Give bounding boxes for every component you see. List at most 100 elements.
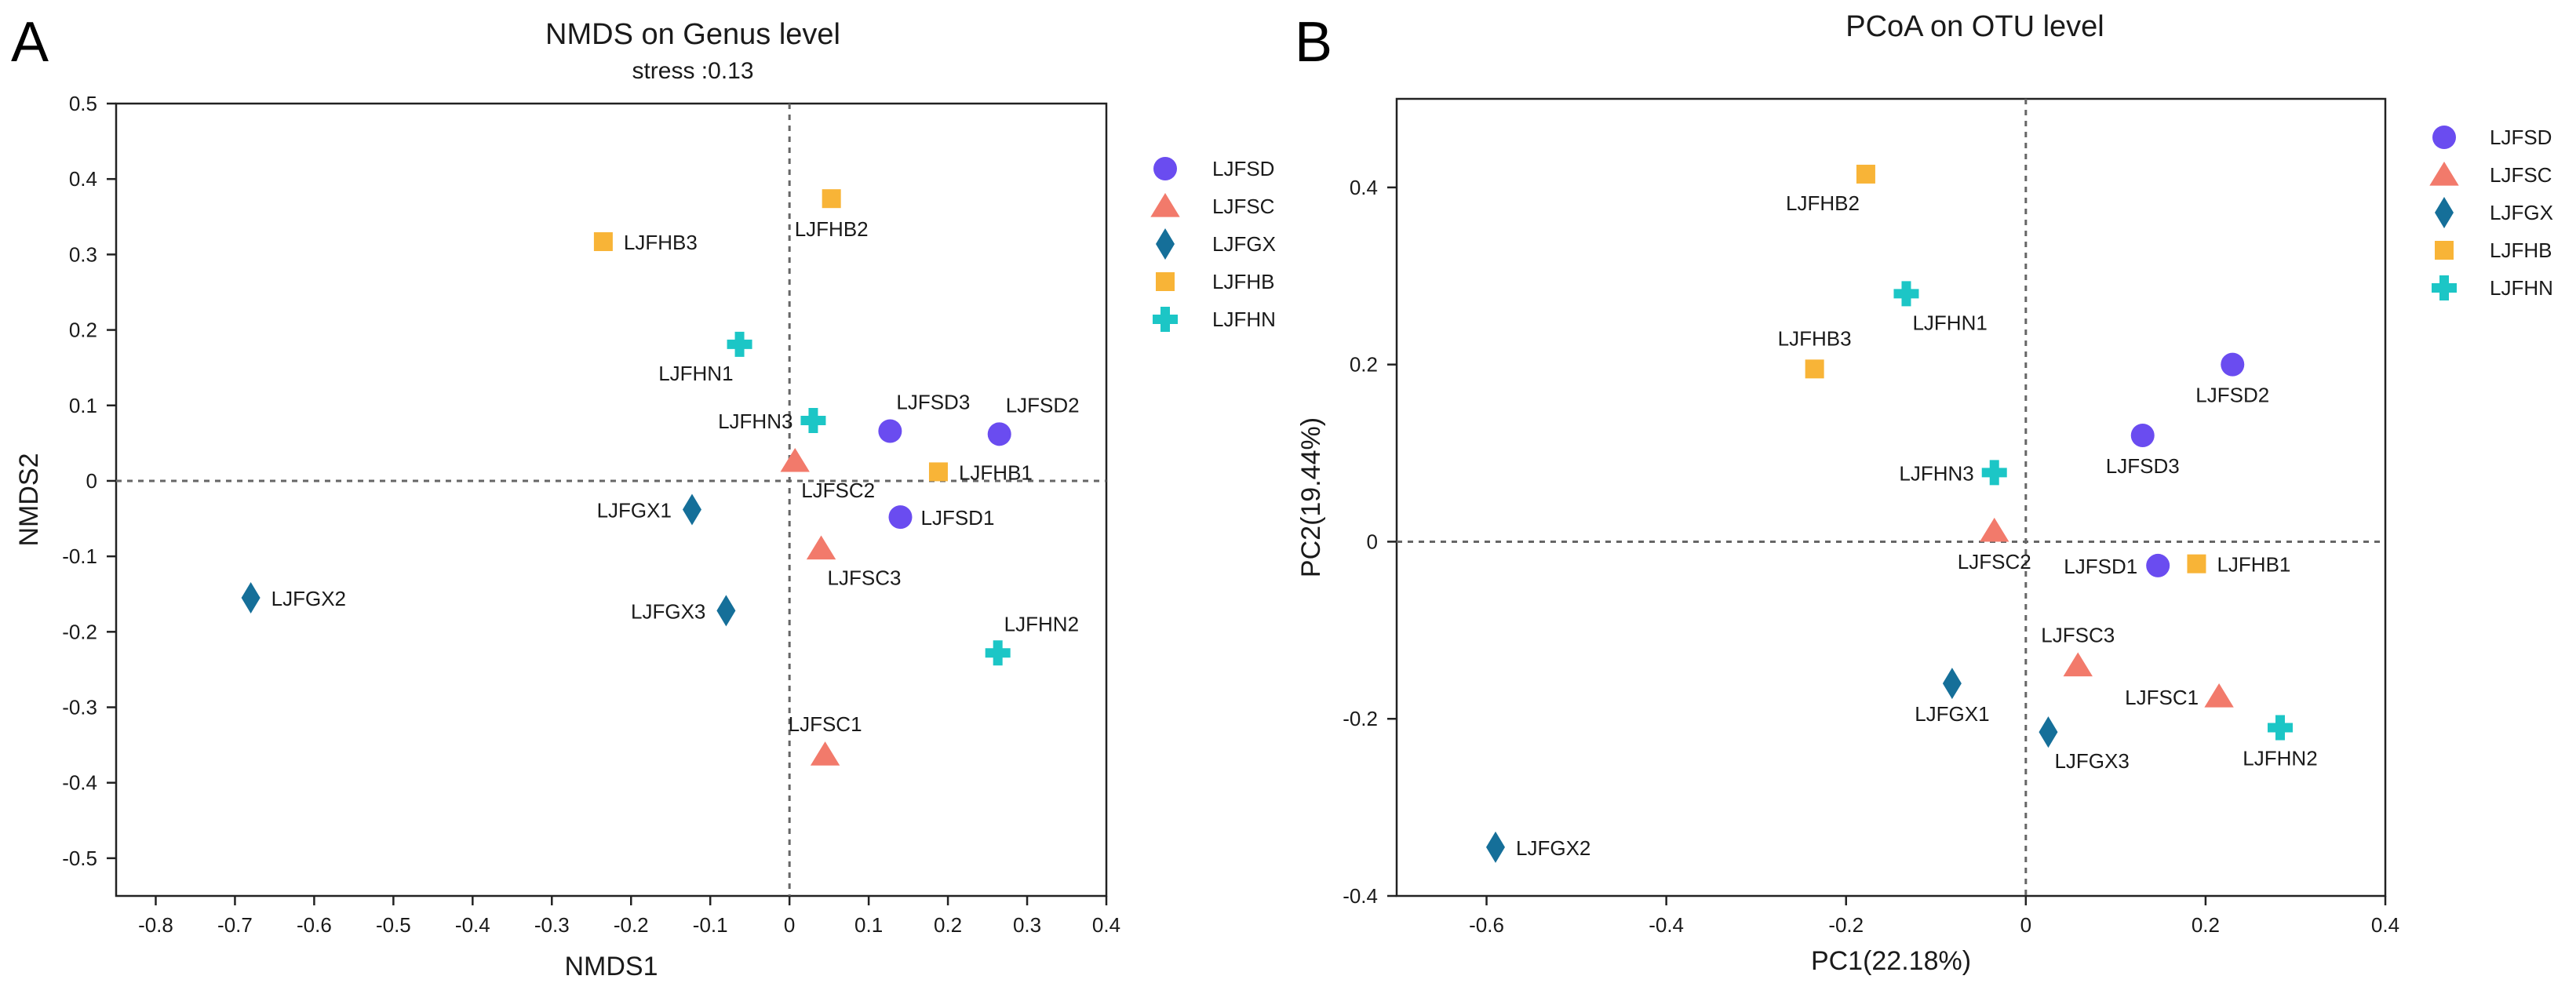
legend-marker-ljfhb	[1156, 272, 1175, 291]
point-ljfgx2	[1486, 831, 1505, 863]
point-ljfgx2	[241, 582, 261, 614]
y-tick-label: -0.2	[62, 620, 97, 643]
legend-label-ljfsd: LJFSD	[2490, 126, 2552, 149]
point-label-ljfhb3: LJFHB3	[1778, 326, 1852, 350]
point-ljfsc1	[810, 741, 840, 766]
point-label-ljfhn2: LJFHN2	[2243, 747, 2317, 770]
point-label-ljfgx1: LJFGX1	[1915, 702, 1989, 726]
panel-a-plot: -0.8 -0.7 -0.6 -0.5 -0.4 -0.3 -0.2 -0.1 0 0.1 0.2 0…	[14, 92, 1120, 981]
panel-b-legend: LJFSD LJFSC LJFGX LJFHB LJFHN	[2429, 126, 2553, 300]
y-tick-label: 0	[1367, 530, 1378, 553]
point-ljfhb1	[2187, 554, 2206, 573]
legend-label-ljfsc: LJFSC	[2490, 163, 2552, 187]
point-label-ljfsc3: LJFSC3	[828, 566, 902, 590]
point-label-ljfsd1: LJFSD1	[2064, 555, 2137, 578]
point-label-ljfsc2: LJFSC2	[801, 479, 875, 502]
point-label-ljfgx3: LJFGX3	[631, 599, 705, 623]
point-label-ljfsc2: LJFSC2	[1958, 550, 2031, 573]
point-ljfsc3	[806, 535, 836, 560]
point-ljfgx1	[682, 493, 701, 526]
point-ljfsc2	[1980, 517, 2009, 542]
panel-a-title: NMDS on Genus level	[545, 18, 840, 51]
y-tick-label: -0.4	[62, 771, 97, 795]
panel-b-plot: -0.6 -0.4 -0.2 0 0.2 0.4 -0.4 -0.2 0 0.2 0.4 PC1(22…	[1296, 97, 2399, 976]
legend-label-ljfhn: LJFHN	[2490, 276, 2553, 300]
x-axis-label: NMDS1	[564, 952, 658, 981]
point-ljfhn1	[727, 331, 752, 357]
plot-frame	[1395, 97, 2387, 898]
point-ljfhb1	[928, 462, 948, 482]
x-tick-label: -0.8	[138, 913, 173, 937]
x-tick-label: -0.4	[1649, 913, 1684, 937]
point-ljfsd3	[2130, 423, 2155, 447]
x-tick-label: 0.2	[934, 913, 962, 937]
point-label-ljfsc3: LJFSC3	[2041, 623, 2115, 646]
panel-b-title: PCoA on OTU level	[1845, 10, 2104, 43]
legend-marker-ljfsc	[1150, 193, 1180, 217]
point-label-ljfhb2: LJFHB2	[795, 217, 869, 241]
point-ljfsc3	[2063, 652, 2093, 677]
point-ljfhb2	[1856, 164, 1875, 184]
plot-frame	[115, 102, 1108, 898]
legend-label-ljfhb: LJFHB	[1212, 270, 1274, 293]
point-label-ljfsd1: LJFSD1	[921, 506, 995, 530]
x-tick-label: 0.4	[2371, 913, 2399, 937]
legend-label-ljfhb: LJFHB	[2490, 238, 2552, 262]
x-tick-label: 0	[2020, 913, 2031, 937]
x-tick-label: 0	[784, 913, 795, 937]
y-tick-label: 0.2	[69, 319, 97, 342]
x-tick-label: -0.4	[455, 913, 490, 937]
x-tick-label: -0.2	[1828, 913, 1864, 937]
legend-label-ljfsc: LJFSC	[1212, 195, 1274, 218]
legend-marker-ljfgx	[1156, 228, 1175, 260]
x-tick-label: 0.1	[854, 913, 883, 937]
y-tick-label: -0.2	[1343, 707, 1378, 730]
point-label-ljfgx2: LJFGX2	[271, 587, 346, 610]
legend-marker-ljfhb	[2435, 241, 2454, 260]
point-label-ljfgx2: LJFGX2	[1516, 836, 1590, 860]
legend-marker-ljfhn	[1153, 307, 1178, 332]
point-ljfgx3	[2039, 716, 2058, 748]
x-tick-label: 0.2	[2192, 913, 2220, 937]
legend-marker-ljfsc	[2429, 162, 2459, 186]
point-ljfhn1	[1893, 281, 1919, 307]
point-label-ljfhb1: LJFHB1	[959, 461, 1033, 484]
y-tick-label: 0.4	[69, 167, 97, 191]
legend-marker-ljfsd	[2432, 126, 2456, 149]
panel-a: A NMDS on Genus level stress :0.13 -0.8 -…	[11, 11, 1276, 981]
legend-marker-ljfgx	[2435, 197, 2454, 228]
legend-label-ljfsd: LJFSD	[1212, 157, 1274, 180]
panel-b: B PCoA on OTU level -0.6 -0.4 -0.2 0 0.2 0.4-…	[1295, 10, 2553, 976]
legend-label-ljfgx: LJFGX	[1212, 232, 1276, 256]
x-tick-label: 0.4	[1092, 913, 1120, 937]
point-label-ljfhn3: LJFHN3	[1899, 461, 1973, 485]
x-tick-label: -0.6	[297, 913, 332, 937]
point-label-ljfsd3: LJFSD3	[2106, 454, 2180, 478]
panel-letter-a: A	[11, 11, 49, 74]
point-ljfhb2	[822, 189, 841, 209]
y-tick-label: -0.1	[62, 544, 97, 568]
point-ljfsc2	[780, 447, 810, 472]
point-label-ljfhb2: LJFHB2	[1786, 191, 1860, 215]
x-tick-label: 0.3	[1013, 913, 1041, 937]
point-ljfhn3	[800, 408, 826, 433]
panel-a-legend: LJFSD LJFSC LJFGX LJFHB LJFHN	[1150, 157, 1276, 332]
point-label-ljfhn2: LJFHN2	[1004, 612, 1079, 635]
x-tick-label: -0.5	[376, 913, 411, 937]
panel-a-subtitle: stress :0.13	[632, 58, 753, 84]
point-label-ljfhn1: LJFHN1	[1912, 311, 1987, 334]
x-axis-label: PC1(22.18%)	[1811, 946, 1971, 976]
point-ljfhn2	[985, 640, 1011, 666]
point-ljfgx1	[1942, 668, 1962, 700]
point-label-ljfhn3: LJFHN3	[718, 410, 792, 433]
legend-marker-ljfhn	[2432, 275, 2457, 300]
point-label-ljfsc1: LJFSC1	[2125, 686, 2199, 709]
point-ljfhn3	[1981, 460, 2007, 486]
point-label-ljfgx1: LJFGX1	[597, 499, 672, 522]
point-label-ljfgx3: LJFGX3	[2054, 749, 2129, 773]
x-tick-label: -0.2	[614, 913, 649, 937]
y-tick-label: -0.3	[62, 696, 97, 719]
point-ljfsc1	[2204, 683, 2234, 708]
point-ljfhb3	[593, 232, 613, 252]
